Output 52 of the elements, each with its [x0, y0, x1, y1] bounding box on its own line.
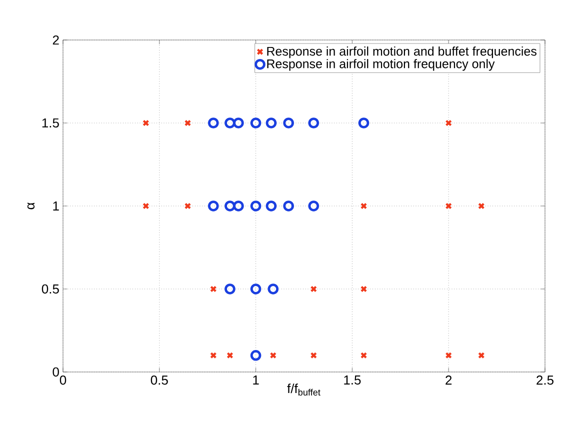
point [184, 120, 192, 126]
point [283, 118, 294, 128]
y-axis-title: α [27, 202, 35, 210]
y-tick-label: 2 [52, 35, 59, 45]
point [224, 284, 236, 294]
legend-label: Response in airfoil motion and buffet frequencies [267, 46, 536, 58]
x-tick-label: 1 [253, 376, 259, 384]
point [308, 200, 320, 212]
point [268, 284, 279, 294]
point [233, 118, 244, 128]
x-axis-title: f/f$_{buffet}$ [287, 384, 320, 396]
point [478, 352, 485, 359]
x-tick-label: 0 [60, 376, 66, 385]
point [445, 352, 452, 359]
point [445, 202, 452, 210]
point [210, 286, 217, 292]
point [310, 286, 317, 292]
point [142, 202, 150, 210]
point [478, 202, 485, 210]
point [270, 352, 277, 359]
point [250, 200, 262, 212]
x-tick-label: 2 [446, 376, 452, 385]
point [226, 352, 234, 359]
y-tick-label: 0.5 [42, 284, 59, 294]
point [310, 352, 317, 359]
point [360, 202, 368, 210]
point [142, 120, 150, 126]
x-tick-label: 2.5 [536, 376, 554, 385]
point [233, 200, 244, 212]
point [283, 200, 294, 212]
point [208, 200, 219, 212]
y-tick-label: 0 [52, 367, 59, 377]
point [210, 352, 217, 359]
x-tick-label: 1.5 [344, 376, 361, 385]
point [250, 118, 262, 128]
point [250, 284, 262, 294]
point [360, 352, 368, 359]
y-tick-label: 1 [53, 202, 59, 210]
point [308, 118, 320, 128]
point [266, 200, 277, 212]
legend-label: Response in airfoil motion frequency only [267, 59, 495, 71]
point [184, 202, 192, 210]
point [266, 118, 277, 128]
x-tick-label: 0.5 [150, 376, 168, 385]
point [224, 118, 236, 128]
point [445, 120, 452, 126]
y-tick-label: 1.5 [42, 118, 59, 128]
point [360, 286, 368, 292]
point [250, 350, 262, 361]
point [208, 118, 219, 128]
point [224, 200, 236, 212]
point [358, 118, 370, 128]
